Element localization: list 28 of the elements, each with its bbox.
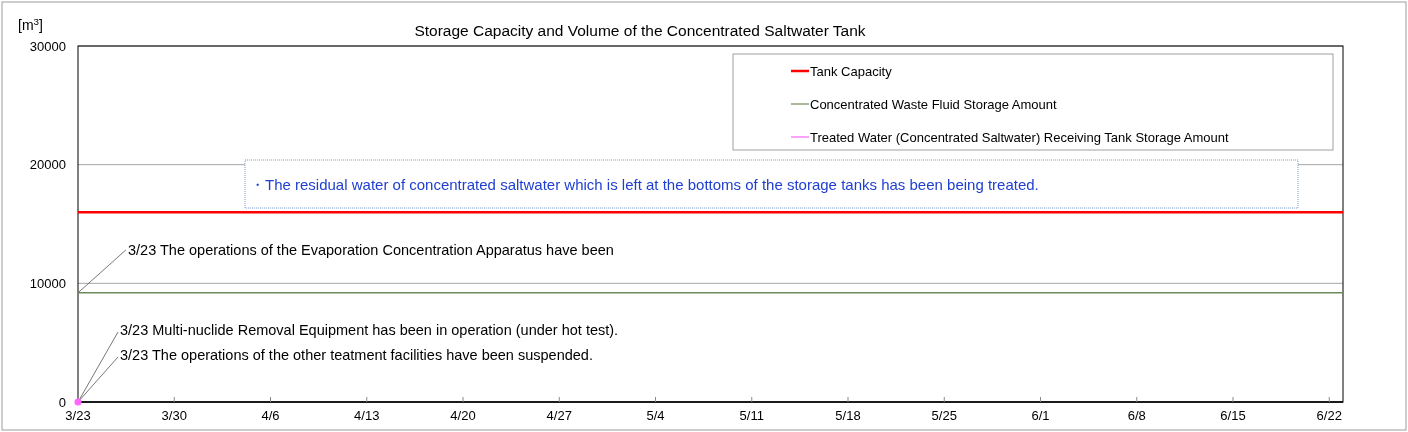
y-tick-label: 10000 [29, 275, 66, 291]
legend-label: Tank Capacity [810, 64, 893, 79]
x-tick-label: 5/4 [646, 408, 665, 423]
x-tick-label: 3/30 [161, 408, 187, 423]
y-tick-label: 30000 [29, 38, 66, 54]
x-tick-label: 6/8 [1127, 408, 1146, 423]
x-tick-label: 4/20 [450, 408, 476, 423]
y-tick-label: 20000 [29, 157, 66, 173]
x-tick-label: 3/23 [65, 408, 91, 423]
chart-title: Storage Capacity and Volume of the Concentrated Saltwater Tank [414, 22, 866, 39]
x-tick-label: 5/18 [835, 408, 861, 423]
annotation: 3/23 Multi-nuclide Removal Equipment has been in operation (under hot test). [120, 322, 619, 338]
x-tick-label: 6/15 [1220, 408, 1246, 423]
annotation: 3/23 The operations of the Evaporation Concentration Apparatus have been [128, 241, 614, 258]
y-axis-title: [m$^{3}$] [18, 15, 43, 33]
x-tick-label: 4/13 [354, 408, 380, 423]
legend-label: Treated Water (Concentrated Saltwater) Receiving Tank Storage Amount [810, 130, 1229, 145]
annotation: 3/23 The operations of the other teatment facilities have been suspended. [120, 347, 593, 363]
x-tick-label: 4/27 [546, 408, 572, 423]
note-box: ・The residual water of concentrated saltwater which is left at the bottoms of the storage tanks has been being treated. [244, 159, 1299, 209]
x-tick-label: 6/1 [1031, 408, 1050, 423]
x-tick-label: 5/25 [931, 408, 957, 423]
legend-label: Concentrated Waste Fluid Storage Amount [810, 97, 1058, 112]
x-tick-label: 5/11 [739, 408, 764, 423]
y-tick-label: 0 [58, 394, 66, 410]
x-tick-label: 6/22 [1316, 408, 1342, 423]
x-tick-label: 4/6 [261, 408, 280, 423]
annotation: ・The residual water of concentrated saltwater which is left at the bottoms of the storage tanks has been being treated. [250, 176, 1039, 193]
